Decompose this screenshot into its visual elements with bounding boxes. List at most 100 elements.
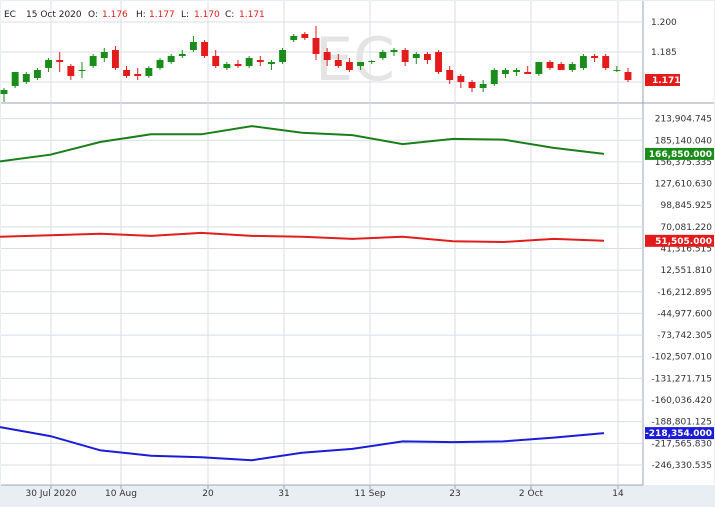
indicator-y-tick-label: -160,036.420 — [651, 396, 712, 406]
candle-body — [201, 42, 209, 56]
candle-body — [357, 62, 365, 66]
open-label: O: — [88, 10, 98, 20]
indicator-y-tick-label: 41,316.515 — [660, 244, 712, 254]
candle-body — [546, 62, 554, 68]
last-value-tags: 166,850.000 51,505.000 -218,354.000 1.171 — [645, 74, 714, 440]
candle-body — [490, 70, 498, 84]
candlestick-series — [0, 26, 632, 102]
x-tick-label: 20 — [202, 489, 214, 499]
candle-body — [156, 60, 164, 68]
candle-body — [334, 60, 342, 66]
candle-body — [167, 56, 175, 62]
x-tick-label: 2 Oct — [519, 489, 544, 499]
red-line-last-tag — [645, 234, 714, 247]
candle-body — [11, 72, 19, 86]
indicator-y-tick-label: -131,271.715 — [651, 374, 712, 384]
candle-body — [468, 82, 476, 88]
candle-body — [178, 54, 186, 56]
candle-body — [234, 64, 242, 66]
open-value: 1.176 — [102, 10, 128, 20]
candle-body — [345, 62, 353, 70]
indicator-y-tick-label: -188,801.125 — [651, 418, 712, 428]
indicator-y-tick-label: 213,904.745 — [655, 115, 712, 125]
candle-body — [33, 70, 41, 78]
candle-body — [401, 50, 409, 62]
candle-body — [446, 70, 454, 80]
grid-lines — [1, 1, 643, 485]
candle-body — [557, 64, 565, 70]
candle-body — [624, 72, 632, 80]
candle-body — [256, 60, 264, 62]
green-line-last-value: 166,850.000 — [649, 150, 712, 160]
candle-body — [479, 84, 487, 88]
price-y-tick-label: 1.185 — [651, 48, 677, 58]
y-axis-labels: 1.2001.1851.170213,904.745185,140.040156… — [651, 18, 712, 471]
candle-body — [513, 70, 521, 72]
candle-body — [134, 74, 142, 76]
candle-body — [591, 56, 599, 58]
indicator-y-tick-label: 185,140.040 — [655, 136, 713, 146]
candle-body — [435, 52, 443, 72]
x-axis-labels: 30 Jul 2020 10 Aug 20 31 11 Sep 23 2 Oct 14 — [26, 485, 624, 499]
candle-body — [568, 64, 576, 70]
candle-body — [323, 52, 331, 60]
candle-body — [602, 56, 610, 68]
candle-body — [0, 90, 8, 94]
candle-body — [613, 70, 621, 71]
candle-body — [78, 70, 86, 71]
indicator-y-tick-label: -73,742.305 — [657, 331, 712, 341]
candle-body — [223, 64, 231, 68]
candle-body — [535, 62, 543, 74]
green-line-last-tag — [645, 147, 714, 160]
candle-body — [368, 61, 376, 62]
candle-body — [579, 56, 587, 68]
high-label: H: — [136, 10, 146, 20]
x-tick-label: 10 Aug — [105, 489, 137, 499]
candle-body — [189, 42, 197, 50]
candle-body — [45, 60, 53, 68]
candle-body — [100, 52, 108, 58]
blue-line-last-value: -218,354.000 — [645, 429, 712, 439]
candle-body — [123, 70, 131, 76]
candle-body — [524, 72, 532, 74]
candle-body — [390, 50, 398, 52]
low-value: 1.170 — [194, 10, 220, 20]
green-line-series — [0, 125, 605, 163]
candle-body — [22, 74, 30, 82]
indicator-y-tick-label: -16,212.895 — [657, 288, 712, 298]
candle-body — [56, 60, 64, 62]
indicator-y-tick-label: 127,610.630 — [655, 180, 713, 190]
candle-body — [111, 50, 119, 68]
x-tick-label: 11 Sep — [354, 489, 386, 499]
candle-body — [145, 68, 153, 76]
indicator-y-tick-label: 156,375.335 — [655, 158, 712, 168]
blue-line-series — [0, 426, 605, 462]
candle-body — [412, 54, 420, 58]
candle-body — [423, 54, 431, 60]
symbol-label: EC — [4, 10, 16, 20]
indicator-y-tick-label: -44,977.600 — [657, 309, 712, 319]
price-y-tick-label: 1.200 — [651, 18, 677, 28]
candle-body — [457, 76, 465, 82]
candle-body — [301, 34, 309, 38]
candle-body — [379, 52, 387, 58]
indicator-y-tick-label: -102,507.010 — [651, 353, 712, 363]
candle-body — [245, 58, 253, 66]
x-tick-label: 23 — [449, 489, 460, 499]
date-label: 15 Oct 2020 — [26, 10, 82, 20]
line-series — [0, 125, 605, 462]
close-label: C: — [225, 10, 234, 20]
price-last-value: 1.171 — [652, 76, 680, 86]
candle-body — [89, 56, 97, 66]
indicator-y-tick-label: 12,551.810 — [660, 266, 712, 276]
candle-body — [279, 50, 287, 62]
x-tick-label: 14 — [612, 489, 624, 499]
candle-body — [501, 70, 509, 74]
indicator-y-tick-label: 98,845.925 — [660, 201, 712, 211]
candle-body — [67, 66, 75, 76]
indicator-y-tick-label: -217,565.830 — [651, 439, 712, 449]
close-value: 1.171 — [239, 10, 265, 20]
red-line-last-value: 51,505.000 — [655, 237, 712, 247]
